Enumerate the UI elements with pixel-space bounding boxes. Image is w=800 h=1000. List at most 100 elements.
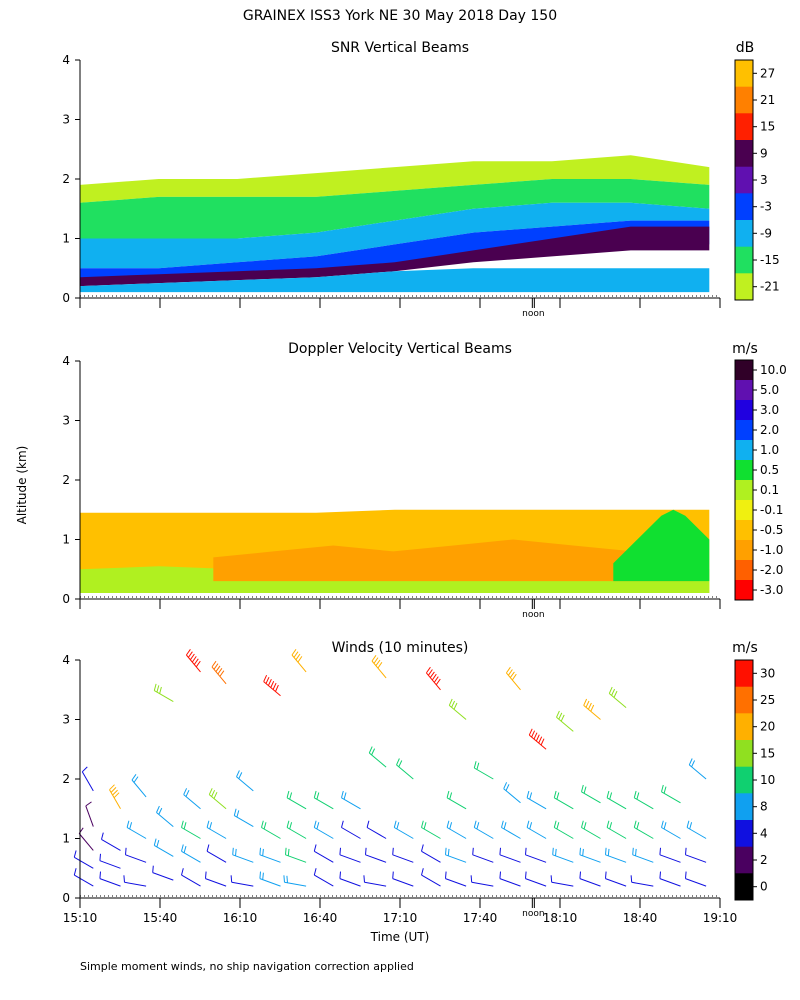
wind-barb-flag [611,688,616,696]
wind-barb-flag [526,790,530,798]
wind-barb-flag [553,790,557,798]
colorbar-label: -0.1 [760,503,783,517]
wind-barb-flag [363,875,365,883]
wind-barb-shaft [125,854,147,863]
wind-barb-flag [581,820,584,828]
doppler-colorbar: 10.0 5.0 3.0 2.0 1.0 0.5 0.1 -0.1 -0.5 -1.0 -2.0 -3… [734,359,787,601]
wind-barb-shaft [631,881,654,887]
wind-barb-flag [526,820,530,828]
wind-barb-flag [429,671,435,678]
colorbar-swatch [735,793,753,821]
wind-barb-shaft [606,827,627,839]
colorbar-label: 15 [760,120,775,134]
wind-barb-flag [556,822,560,830]
altitude-tick-label: 1 [62,232,70,246]
wind-barb-flag [230,875,233,883]
wind-barb-shaft [234,815,254,828]
colorbar-label: 9 [760,146,768,160]
colorbar-frame [734,359,754,601]
heatmap-layer-1 [80,179,710,239]
wind-barb-flag [206,844,210,852]
wind-barb-shaft [685,878,707,887]
wind-barb-shaft [339,854,361,863]
noon-label: noon [522,309,544,319]
wind-barb-flag [236,770,240,778]
colorbar-swatch [735,520,753,541]
colorbar-label: 10 [760,773,775,787]
wind-barb-flag [659,847,661,855]
wind-barb-flag [507,669,513,676]
wind-barb-flag [587,702,592,710]
wind-barb-flag [472,847,474,855]
wind-barb-shaft [211,666,227,685]
wind-barb-flag [232,847,234,855]
wind-barb-flag [152,865,154,873]
wind-barb-flag [499,847,501,855]
wind-barb-flag [686,820,690,828]
wind-barb-flag [267,678,272,686]
wind-barb-flag [289,822,293,830]
wind-barb-flag [581,784,584,792]
colorbar-label: 5.0 [760,383,779,397]
wind-barb-shaft [579,854,601,863]
wind-barb-flag [636,792,640,800]
wind-barb-flag [423,822,427,830]
wind-barb-flag [606,820,610,828]
colorbar-label: 20 [760,720,775,734]
colorbar-swatch [735,820,753,848]
wind-barb-flag [556,792,560,800]
time-tick-label: 16:40 [303,911,338,925]
colorbar-label: -0.5 [760,523,783,537]
wind-barb-flag [215,665,221,672]
colorbar-label: 3 [760,173,768,187]
wind-barb-flag [187,651,193,658]
wind-barb-flag [181,868,184,876]
wind-barb-flag [555,848,557,856]
time-tick-label: 15:10 [63,911,98,925]
colorbar-label: 27 [760,66,775,80]
snr-colorbar-unit: dB [736,40,755,56]
wind-barb-flag [560,714,565,722]
colorbar-swatch [735,766,753,794]
colorbar-label: -2.0 [760,563,783,577]
wind-barb-flag [217,668,223,675]
colorbar-label: 15 [760,746,775,760]
wind-barb-shaft [421,850,441,863]
wind-barb-flag [238,772,243,779]
colorbar-swatch [735,440,753,461]
colorbar-label: 10.0 [760,363,787,377]
colorbar-label: 25 [760,693,775,707]
altitude-tick-label: 0 [62,291,70,305]
colorbar-swatch [735,460,753,481]
altitude-tick-label: 4 [62,653,70,667]
wind-barb-flag [633,790,637,798]
time-tick-label: 17:40 [463,911,498,925]
wind-barb-shaft [365,854,387,863]
wind-barb-flag [261,820,264,828]
wind-barb-shaft [474,767,494,780]
wind-barb-flag [661,820,664,828]
wind-barb-flag [505,666,511,674]
wind-barb-flag [156,805,160,813]
wind-barb-flag [181,844,184,852]
wind-barb-shaft [314,850,334,863]
wind-barb-flag [447,848,450,856]
altitude-tick-label: 2 [62,772,70,786]
altitude-tick-label: 1 [62,533,70,547]
colorbar-swatch [735,60,753,88]
heatmap-layer-5 [80,268,710,293]
wind-barb-shaft [394,827,414,839]
wind-barb-shaft [183,794,201,810]
wind-barb-shaft [554,827,574,839]
time-tick-label: 18:40 [623,911,658,925]
wind-barb-flag [99,853,101,861]
colorbar-swatch [735,560,753,581]
wind-barb-flag [189,653,195,661]
colorbar-frame [734,59,754,301]
wind-barb-shaft [181,874,201,887]
wind-barb-shaft [526,827,547,839]
wind-barb-flag [259,847,261,855]
altitude-tick-label: 4 [62,354,70,368]
wind-barb-shaft [421,874,441,887]
wind-barb-shaft [206,850,227,863]
